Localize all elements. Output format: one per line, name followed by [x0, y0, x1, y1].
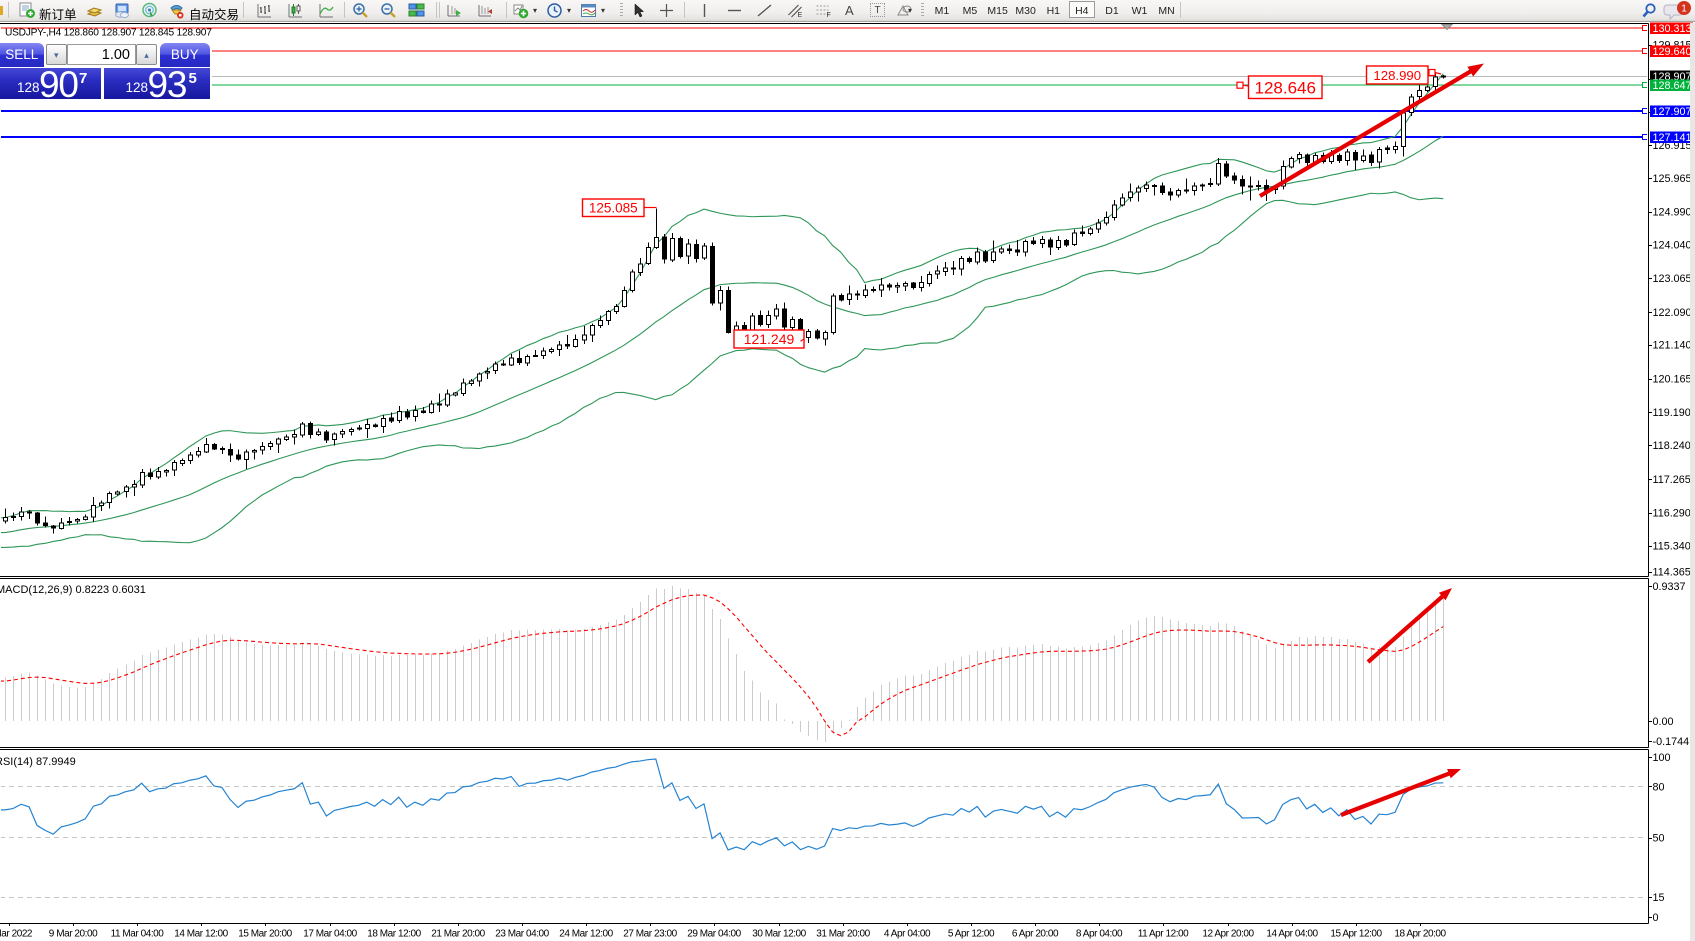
svg-text:6 Apr 20:00: 6 Apr 20:00 [1012, 929, 1059, 940]
svg-text:114.365: 114.365 [1653, 566, 1691, 578]
svg-text:80: 80 [1653, 781, 1665, 793]
svg-text:30 Mar 12:00: 30 Mar 12:00 [752, 929, 806, 940]
svg-text:119.190: 119.190 [1653, 407, 1691, 419]
svg-text:21 Mar 20:00: 21 Mar 20:00 [431, 929, 485, 940]
svg-text:130.313: 130.313 [1653, 23, 1692, 35]
svg-text:0.00: 0.00 [1653, 716, 1674, 728]
svg-text:-0.1744: -0.1744 [1653, 736, 1690, 748]
svg-text:127.141: 127.141 [1653, 132, 1692, 144]
svg-text:123.065: 123.065 [1653, 273, 1692, 285]
svg-text:15 Apr 12:00: 15 Apr 12:00 [1330, 929, 1382, 940]
svg-text:118.240: 118.240 [1653, 440, 1691, 452]
svg-text:0.9337: 0.9337 [1653, 581, 1686, 593]
svg-text:5 Apr 12:00: 5 Apr 12:00 [948, 929, 995, 940]
svg-text:127.907: 127.907 [1653, 106, 1692, 118]
svg-text:23 Mar 04:00: 23 Mar 04:00 [495, 929, 549, 940]
svg-text:E: E [798, 12, 803, 19]
svg-text:USDJPY-,H4 128.860 128.907 12: USDJPY-,H4 128.860 128.907 128.845 128.9… [5, 28, 212, 39]
svg-text:14 Mar 12:00: 14 Mar 12:00 [174, 929, 228, 940]
svg-text:121.249: 121.249 [744, 331, 795, 347]
svg-text:121.140: 121.140 [1653, 340, 1692, 352]
svg-text:50: 50 [1653, 833, 1665, 845]
svg-text:128.990: 128.990 [1373, 68, 1421, 83]
svg-text:1: 1 [1681, 4, 1687, 15]
svg-text:8 Mar 2022: 8 Mar 2022 [0, 929, 33, 940]
svg-text:124.990: 124.990 [1653, 207, 1692, 219]
svg-text:4 Apr 04:00: 4 Apr 04:00 [884, 929, 931, 940]
svg-text:29 Mar 04:00: 29 Mar 04:00 [687, 929, 741, 940]
svg-text:116.290: 116.290 [1653, 508, 1691, 520]
svg-text:128.647: 128.647 [1653, 80, 1692, 92]
svg-text:117.265: 117.265 [1653, 474, 1691, 486]
svg-text:100: 100 [1653, 752, 1671, 764]
svg-text:15: 15 [1653, 892, 1665, 904]
svg-text:0: 0 [1653, 912, 1659, 924]
svg-text:31 Mar 20:00: 31 Mar 20:00 [816, 929, 870, 940]
svg-text:15 Mar 20:00: 15 Mar 20:00 [238, 929, 292, 940]
svg-text:9 Mar 20:00: 9 Mar 20:00 [49, 929, 98, 940]
svg-text:122.090: 122.090 [1653, 307, 1692, 319]
svg-text:125.085: 125.085 [589, 201, 638, 216]
svg-text:115.340: 115.340 [1653, 540, 1691, 552]
svg-text:27 Mar 23:00: 27 Mar 23:00 [623, 929, 677, 940]
svg-text:18 Mar 12:00: 18 Mar 12:00 [367, 929, 421, 940]
svg-text:18 Apr 20:00: 18 Apr 20:00 [1394, 929, 1446, 940]
svg-text:RSI(14) 87.9949: RSI(14) 87.9949 [0, 756, 76, 768]
svg-text:124.040: 124.040 [1653, 239, 1692, 251]
svg-text:24 Mar 12:00: 24 Mar 12:00 [559, 929, 613, 940]
svg-text:14 Apr 04:00: 14 Apr 04:00 [1266, 929, 1318, 940]
svg-text:F: F [827, 12, 831, 19]
svg-text:17 Mar 04:00: 17 Mar 04:00 [303, 929, 357, 940]
svg-text:120.165: 120.165 [1653, 374, 1692, 386]
svg-text:125.965: 125.965 [1653, 173, 1692, 185]
svg-text:8 Apr 04:00: 8 Apr 04:00 [1076, 929, 1123, 940]
svg-text:128.646: 128.646 [1255, 78, 1316, 97]
svg-text:129.640: 129.640 [1653, 46, 1692, 58]
svg-text:12 Apr 20:00: 12 Apr 20:00 [1202, 929, 1254, 940]
svg-text:11 Mar 04:00: 11 Mar 04:00 [111, 929, 165, 940]
svg-text:11 Apr 12:00: 11 Apr 12:00 [1138, 929, 1189, 940]
svg-text:MACD(12,26,9) 0.8223 0.6031: MACD(12,26,9) 0.8223 0.6031 [0, 584, 146, 596]
